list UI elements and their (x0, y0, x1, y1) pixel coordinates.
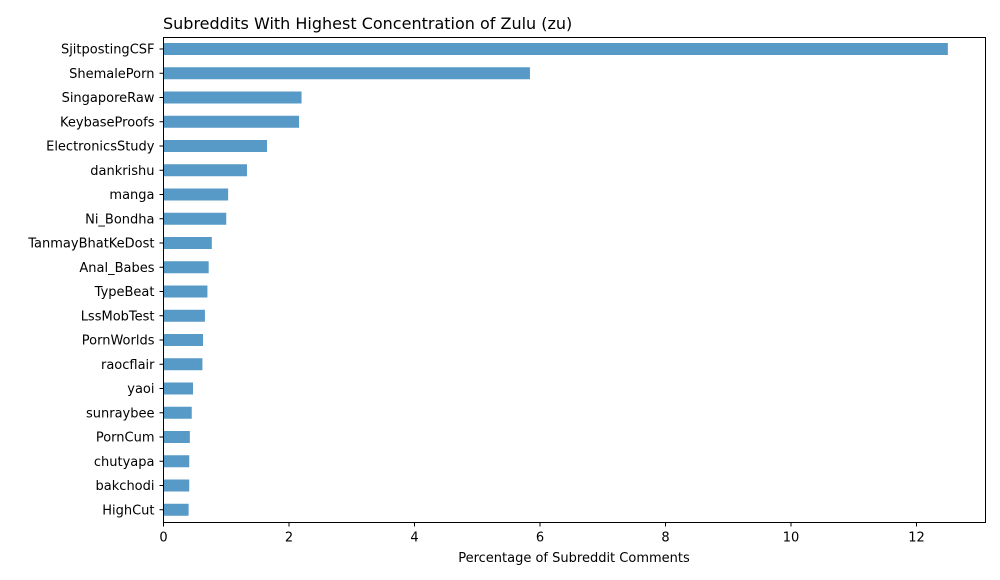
y-tick-label: chutyapa (94, 455, 155, 470)
y-tick-label: raocflair (101, 358, 155, 373)
bar-raocflair (163, 358, 203, 371)
bar-LssMobTest (163, 309, 205, 322)
x-tick-label: 12 (908, 531, 925, 546)
y-tick-label: PornCum (96, 431, 155, 446)
bar-ShemalePorn (163, 67, 530, 80)
bar-Anal_Babes (163, 261, 209, 274)
bar-KeybaseProofs (163, 115, 300, 128)
bar-chutyapa (163, 455, 190, 468)
x-tick-label: 0 (159, 531, 167, 546)
bar-sunraybee (163, 406, 192, 419)
x-tick-label: 8 (661, 531, 669, 546)
bars-group (163, 43, 948, 516)
bar-ElectronicsStudy (163, 140, 268, 152)
y-tick-label: Anal_Babes (79, 261, 154, 276)
y-tick-label: HighCut (102, 503, 154, 518)
bar-manga (163, 188, 229, 201)
bar-HighCut (163, 503, 189, 516)
y-tick-label: ShemalePorn (69, 67, 154, 82)
y-tick-label: bakchodi (96, 479, 155, 494)
y-tick-label: LssMobTest (81, 309, 155, 324)
y-tick-label: yaoi (127, 382, 154, 397)
x-axis-label: Percentage of Subreddit Comments (458, 551, 690, 566)
y-tick-label: TanmayBhatKeDost (27, 237, 154, 252)
bar-bakchodi (163, 479, 190, 492)
bar-Ni_Bondha (163, 212, 227, 225)
y-tick-label: SingaporeRaw (62, 91, 155, 106)
y-tick-label: Ni_Bondha (85, 212, 154, 227)
bar-dankrishu (163, 164, 247, 177)
bar-PornCum (163, 431, 190, 443)
y-tick-label: ElectronicsStudy (46, 140, 155, 155)
x-tick-label: 2 (285, 531, 293, 546)
bar-TanmayBhatKeDost (163, 237, 212, 249)
bar-SingaporeRaw (163, 91, 302, 104)
y-tick-label: dankrishu (90, 164, 154, 179)
plot-frame (163, 37, 986, 523)
bar-TypeBeat (163, 285, 208, 298)
y-tick-label: TypeBeat (94, 285, 155, 300)
y-tick-label: manga (109, 188, 154, 203)
x-axis-ticks: 0 2 4 6 8 10 12 (159, 522, 925, 546)
x-tick-label: 4 (410, 531, 418, 546)
chart-title: Subreddits With Highest Concentration of… (163, 14, 572, 33)
bar-yaoi (163, 382, 193, 395)
y-tick-label: PornWorlds (82, 334, 155, 349)
x-tick-label: 6 (536, 531, 544, 546)
bar-PornWorlds (163, 334, 204, 346)
y-axis-ticks: SjitpostingCSF ShemalePorn SingaporeRaw Key… (27, 43, 164, 518)
y-tick-label: SjitpostingCSF (61, 43, 155, 58)
x-tick-label: 10 (783, 531, 800, 546)
y-tick-label: KeybaseProofs (60, 115, 155, 130)
y-tick-label: sunraybee (86, 406, 155, 421)
bar-SjitpostingCSF (163, 43, 948, 55)
